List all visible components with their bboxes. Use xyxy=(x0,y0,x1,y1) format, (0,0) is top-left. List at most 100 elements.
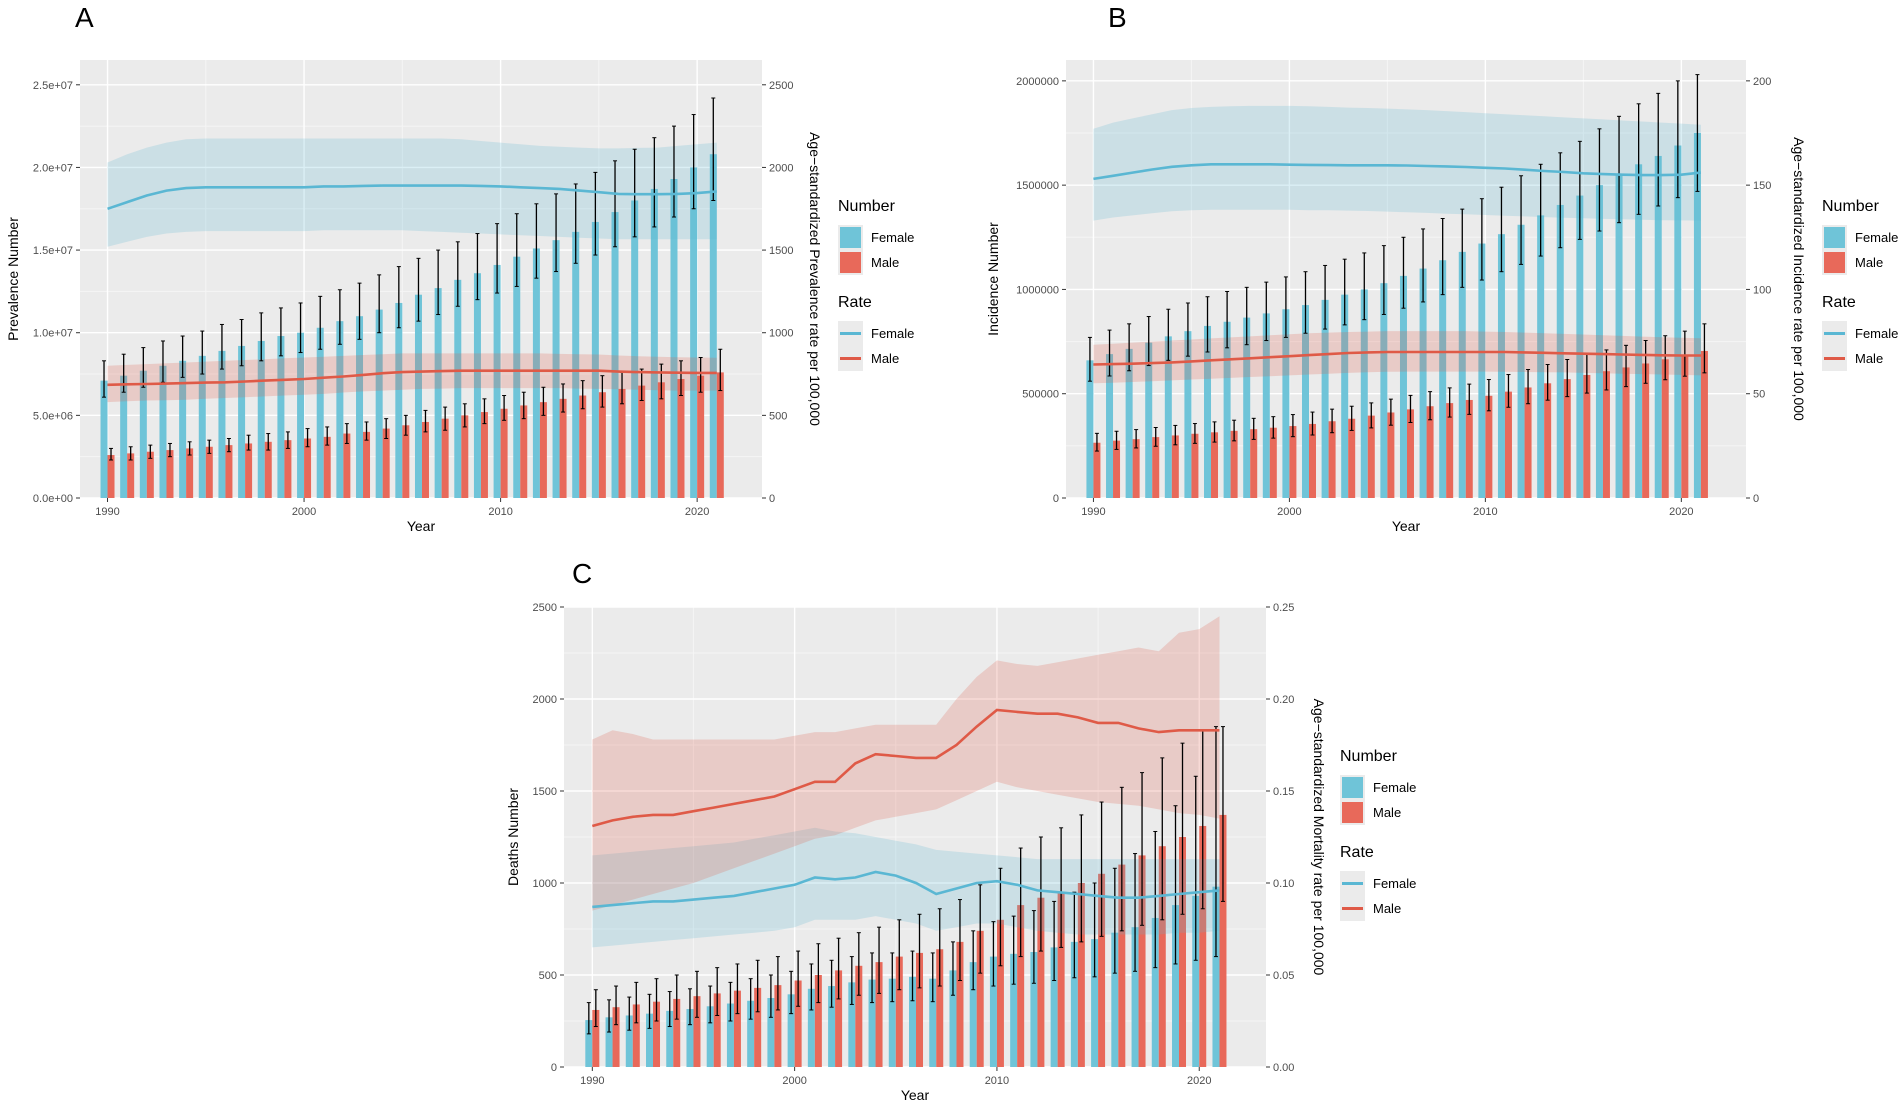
bar-male xyxy=(1426,406,1434,498)
bar-female xyxy=(605,1017,613,1067)
bar-female xyxy=(1693,133,1701,498)
errorbar-male xyxy=(593,989,598,1028)
bar-male xyxy=(592,1009,600,1067)
errorbar-male xyxy=(384,418,389,439)
errorbar-male xyxy=(1486,379,1491,412)
y2-tick-label: 50 xyxy=(1753,389,1765,401)
bar-female xyxy=(1674,145,1682,498)
errorbar-male xyxy=(207,439,212,454)
errorbar-female xyxy=(1303,271,1308,334)
bar-female xyxy=(139,370,147,498)
bar-female xyxy=(631,200,639,498)
errorbar-male xyxy=(187,441,192,456)
legend-number-title: Number xyxy=(838,198,895,215)
bar-female xyxy=(666,1010,674,1067)
legend-label: Male xyxy=(1373,901,1402,916)
y2-tick-label: 1500 xyxy=(769,245,793,257)
bar-female xyxy=(1131,927,1139,1067)
legend-rate-female: Female xyxy=(1822,321,1898,346)
bar-male xyxy=(1199,825,1207,1067)
errorbar-male xyxy=(775,956,780,1011)
errorbar-female xyxy=(667,991,672,1028)
errorbar-female xyxy=(495,223,500,294)
errorbar-male xyxy=(226,437,231,453)
bar-male xyxy=(127,453,135,498)
bar-female xyxy=(888,978,896,1067)
bar-male xyxy=(693,996,701,1067)
bar-male xyxy=(323,436,331,498)
errorbar-male xyxy=(1271,416,1276,439)
errorbar-female xyxy=(1558,152,1563,249)
legend-label: Male xyxy=(871,351,900,366)
errorbar-male xyxy=(998,867,1003,967)
errorbar-female xyxy=(613,160,618,248)
errorbar-female xyxy=(1107,329,1112,377)
bar-male xyxy=(382,428,390,498)
errorbar-male xyxy=(423,409,428,433)
bar-female xyxy=(646,1013,654,1067)
errorbar-female xyxy=(396,266,401,329)
errorbar-male xyxy=(1604,349,1609,391)
y2-tick-label: 0.15 xyxy=(1273,786,1294,798)
bar-male xyxy=(146,451,154,498)
bar-female xyxy=(1106,354,1114,498)
errorbar-female xyxy=(890,952,895,1003)
bar-female xyxy=(1419,268,1427,498)
errorbar-female xyxy=(121,353,126,393)
errorbar-male xyxy=(957,899,962,982)
legend-number-male: Male xyxy=(838,250,914,275)
errorbar-male xyxy=(1310,411,1315,436)
bar-female xyxy=(585,1020,593,1067)
mortality-chart: 0 500 1000 1500 2000 2500 0.00 0.05 0.10 0.15 0.20… xyxy=(505,602,1327,1103)
bar-male xyxy=(996,919,1004,1067)
bar-male xyxy=(461,415,469,498)
errorbar-male xyxy=(1134,429,1139,449)
bar-female xyxy=(726,1003,734,1067)
errorbar-female xyxy=(1133,853,1138,972)
bar-female xyxy=(552,240,560,498)
legend-swatch-female xyxy=(838,225,863,250)
rate-line-male xyxy=(107,369,717,387)
bar-female xyxy=(120,375,128,498)
y-tick-label: 2.5e+07 xyxy=(33,80,73,92)
rate-line-female xyxy=(107,184,717,211)
y-tick-label: 1000 xyxy=(533,878,557,890)
bar-male xyxy=(245,443,253,498)
bar-female xyxy=(1380,283,1388,498)
errorbar-female xyxy=(1597,128,1602,232)
legend-number-title: Number xyxy=(1822,198,1879,215)
bar-male xyxy=(1524,387,1532,498)
bar-female xyxy=(1030,952,1038,1067)
legend-line-female xyxy=(1822,321,1847,346)
legend-label: Male xyxy=(1855,255,1884,270)
errorbar-male xyxy=(266,433,271,451)
x-tick-label: 2020 xyxy=(685,506,709,518)
errorbar-male xyxy=(482,398,487,425)
errorbar-female xyxy=(1342,258,1347,326)
y2-axis-label: Age−standardized Prevalence rate per 100… xyxy=(807,132,823,426)
bar-female xyxy=(414,294,422,498)
errorbar-male xyxy=(1565,359,1570,398)
x-tick-label: 1990 xyxy=(95,506,119,518)
panel-label-a: A xyxy=(75,2,94,33)
bar-male xyxy=(1132,439,1140,498)
errorbar-female xyxy=(1636,103,1641,215)
errorbar-female xyxy=(1052,900,1057,982)
errorbar-female xyxy=(160,340,165,383)
bar-female xyxy=(277,336,285,498)
legend-swatch-female xyxy=(1822,225,1847,250)
bar-male xyxy=(539,402,547,498)
legend-c: Number Female Male Rate Female Male xyxy=(1340,747,1416,921)
errorbar-male xyxy=(1408,394,1413,423)
legend-line-female xyxy=(838,321,863,346)
bar-male xyxy=(1138,855,1146,1067)
errorbar-male xyxy=(1251,417,1256,440)
bar-male xyxy=(875,962,883,1067)
rate-line-male xyxy=(591,708,1220,828)
bar-female xyxy=(572,231,580,498)
errorbar-female xyxy=(1499,186,1504,273)
y2-tick-label: 0.05 xyxy=(1273,970,1294,982)
bar-female xyxy=(650,188,658,498)
bar-male xyxy=(754,987,762,1067)
errorbar-female xyxy=(534,203,539,279)
